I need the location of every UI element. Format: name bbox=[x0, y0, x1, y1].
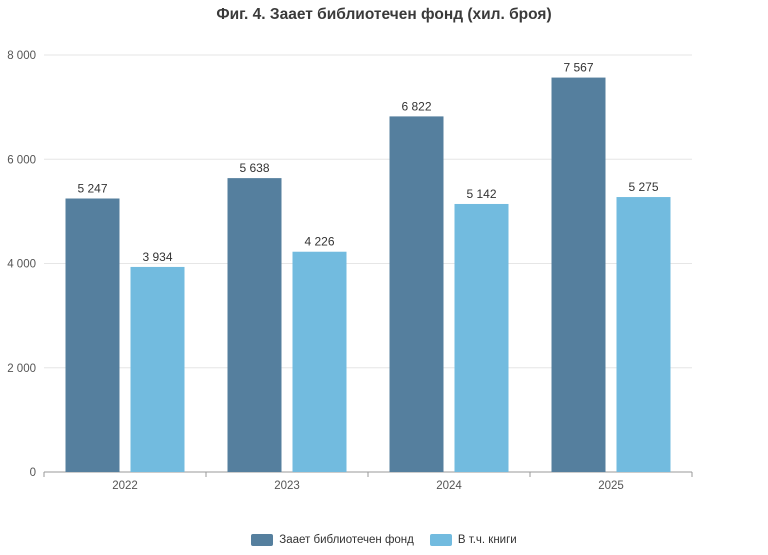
legend-item-series-2[interactable]: В т.ч. книги bbox=[429, 534, 517, 546]
data-label: 5 638 bbox=[239, 161, 269, 175]
data-label: 5 247 bbox=[77, 182, 107, 196]
bar bbox=[389, 116, 444, 472]
data-label: 7 567 bbox=[563, 61, 593, 75]
bar bbox=[616, 197, 671, 472]
chart-title: Фиг. 4. Заает библиотечен фонд (хил. бро… bbox=[216, 6, 552, 23]
y-tick-label: 2 000 bbox=[7, 363, 36, 375]
data-label: 5 275 bbox=[628, 180, 658, 194]
x-tick-label: 2023 bbox=[274, 480, 300, 492]
legend: Заает библиотечен фонд В т.ч. книги bbox=[0, 534, 768, 546]
x-tick-label: 2022 bbox=[112, 480, 138, 492]
legend-swatch-series-1 bbox=[251, 534, 274, 546]
x-tick-label: 2024 bbox=[436, 480, 462, 492]
legend-item-series-1[interactable]: Заает библиотечен фонд bbox=[251, 534, 414, 546]
data-label: 5 142 bbox=[466, 187, 496, 201]
legend-label-series-1: Заает библиотечен фонд bbox=[279, 534, 414, 546]
legend-swatch-series-2 bbox=[429, 534, 452, 546]
data-label: 6 822 bbox=[401, 99, 431, 113]
bar bbox=[130, 266, 185, 472]
y-tick-label: 4 000 bbox=[7, 259, 36, 271]
bar bbox=[65, 198, 120, 472]
y-tick-label: 0 bbox=[30, 467, 36, 479]
x-tick-label: 2025 bbox=[598, 480, 624, 492]
legend-label-series-2: В т.ч. книги bbox=[457, 534, 517, 546]
data-label: 4 226 bbox=[304, 235, 334, 249]
y-tick-label: 8 000 bbox=[7, 50, 36, 62]
plot-area: 0 2 000 4 000 6 000 8 000 5 247 3 934 2022 5 638… bbox=[7, 50, 693, 492]
bar bbox=[227, 178, 282, 472]
bar bbox=[292, 251, 347, 472]
y-tick-label: 6 000 bbox=[7, 154, 36, 166]
bar bbox=[454, 203, 509, 472]
bar bbox=[551, 77, 606, 472]
data-label: 3 934 bbox=[142, 250, 172, 264]
